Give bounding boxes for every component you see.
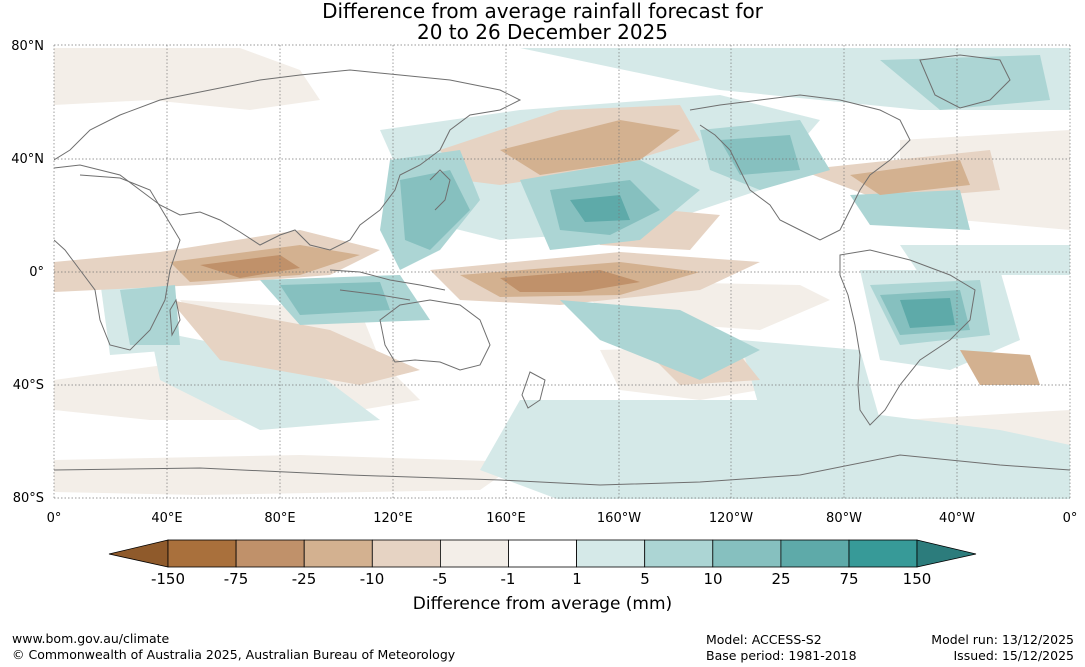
lon-label-160w: 160°W <box>596 511 642 526</box>
coastline-south-america <box>839 249 976 426</box>
colorbar-swatch-10 <box>848 539 918 568</box>
colorbar-swatch-1 <box>235 539 305 568</box>
lat-label-40n: 40°N <box>11 152 44 167</box>
dry-field-north-pacific-core <box>500 120 680 175</box>
wet-field-indian-core <box>280 282 390 315</box>
lon-label-160e: 160°E <box>486 511 526 526</box>
colorbar-label-m1: -1 <box>500 570 516 588</box>
lon-label-80w: 80°W <box>826 511 862 526</box>
anomaly-fields <box>54 48 1070 499</box>
dry-field-north-atlantic-core <box>850 160 970 195</box>
colorbar-swatch-6 <box>576 539 646 568</box>
colorbar-label-m10: -10 <box>359 570 385 588</box>
lon-label-0-right: 0° <box>1062 511 1078 526</box>
colorbar-over-arrow <box>916 539 977 568</box>
lon-label-0-left: 0° <box>46 511 62 526</box>
wet-field-alaska <box>720 135 800 175</box>
colorbar-swatch-0 <box>167 539 237 568</box>
colorbar-label-75: 75 <box>839 570 859 588</box>
lat-label-0: 0° <box>29 265 44 280</box>
dry-field-south-atlantic-core <box>960 350 1040 385</box>
colorbar-label-m5: -5 <box>432 570 448 588</box>
colorbar-swatch-5 <box>508 539 577 568</box>
footer-website: www.bom.gov.au/climate <box>12 631 170 646</box>
colorbar-label-150: 150 <box>902 570 932 588</box>
colorbar <box>108 539 977 568</box>
colorbar-under-arrow <box>108 539 169 568</box>
lon-label-120e: 120°E <box>373 511 413 526</box>
coastline-north-america <box>689 94 911 241</box>
wet-field-equatorial-atlantic <box>900 245 1070 275</box>
lon-label-40e: 40°E <box>151 511 183 526</box>
colorbar-swatch-8 <box>712 539 782 568</box>
colorbar-label-1: 1 <box>572 570 582 588</box>
lon-label-40w: 40°W <box>939 511 975 526</box>
wet-field-south-pacific-convergence <box>560 300 760 380</box>
colorbar-label-25: 25 <box>771 570 791 588</box>
dry-field-southern-ocean <box>54 455 520 495</box>
coastline-australia <box>379 299 491 371</box>
coastline-africa <box>54 174 181 351</box>
wet-field-arctic-canada <box>880 55 1050 110</box>
dry-core-pacific <box>500 270 640 292</box>
colorbar-title: Difference from average (mm) <box>412 594 673 614</box>
graticule <box>53 44 1071 499</box>
colorbar-label-m25: -25 <box>291 570 317 588</box>
dry-core-indian <box>200 255 300 278</box>
coastline-greenland <box>919 54 1011 109</box>
coastline-indonesia <box>329 269 446 301</box>
lat-label-80s: 80°S <box>12 491 44 506</box>
footer-copyright: © Commonwealth of Australia 2025, Austra… <box>12 647 456 662</box>
dry-field-arctic-west <box>54 48 320 110</box>
colorbar-swatch-3 <box>371 539 441 568</box>
footer-issued: Issued: 15/12/2025 <box>953 648 1075 663</box>
footer-base-period: Base period: 1981-2018 <box>706 648 857 663</box>
lon-label-80e: 80°E <box>264 511 296 526</box>
coastline-europe-asia <box>54 69 522 251</box>
coastline-new-zealand <box>521 371 546 409</box>
colorbar-swatch-7 <box>644 539 714 568</box>
colorbar-swatch-4 <box>439 539 509 568</box>
colorbar-swatch-2 <box>303 539 373 568</box>
wet-field-madagascar <box>120 285 180 345</box>
colorbar-label-5: 5 <box>640 570 650 588</box>
colorbar-label-10: 10 <box>703 570 723 588</box>
wet-core-pacific <box>570 195 630 222</box>
wet-field-south-indian <box>150 330 380 430</box>
wet-field-south-pacific <box>740 340 880 420</box>
map-title-line1: Difference from average rainfall forecas… <box>322 0 763 23</box>
map-title-line2: 20 to 26 December 2025 <box>416 20 668 44</box>
footer-model-run: Model run: 13/12/2025 <box>931 632 1074 647</box>
colorbar-swatch-9 <box>780 539 850 568</box>
wet-field-southern-ocean <box>480 400 1070 499</box>
wet-core-brazil <box>900 298 955 328</box>
lat-label-40s: 40°S <box>12 378 44 393</box>
coastline-antarctica <box>54 454 1070 486</box>
wet-field-atlantic-band <box>850 190 970 230</box>
lon-label-120w: 120°W <box>708 511 754 526</box>
coastline-japan <box>429 169 451 211</box>
footer-model: Model: ACCESS-S2 <box>706 632 822 647</box>
colorbar-label-m150: -150 <box>150 570 186 588</box>
coastline-madagascar <box>169 298 181 337</box>
dry-field-southern-indian <box>170 300 420 385</box>
coastlines <box>54 54 1070 486</box>
lat-label-80n: 80°N <box>11 39 44 54</box>
colorbar-label-m75: -75 <box>223 570 249 588</box>
